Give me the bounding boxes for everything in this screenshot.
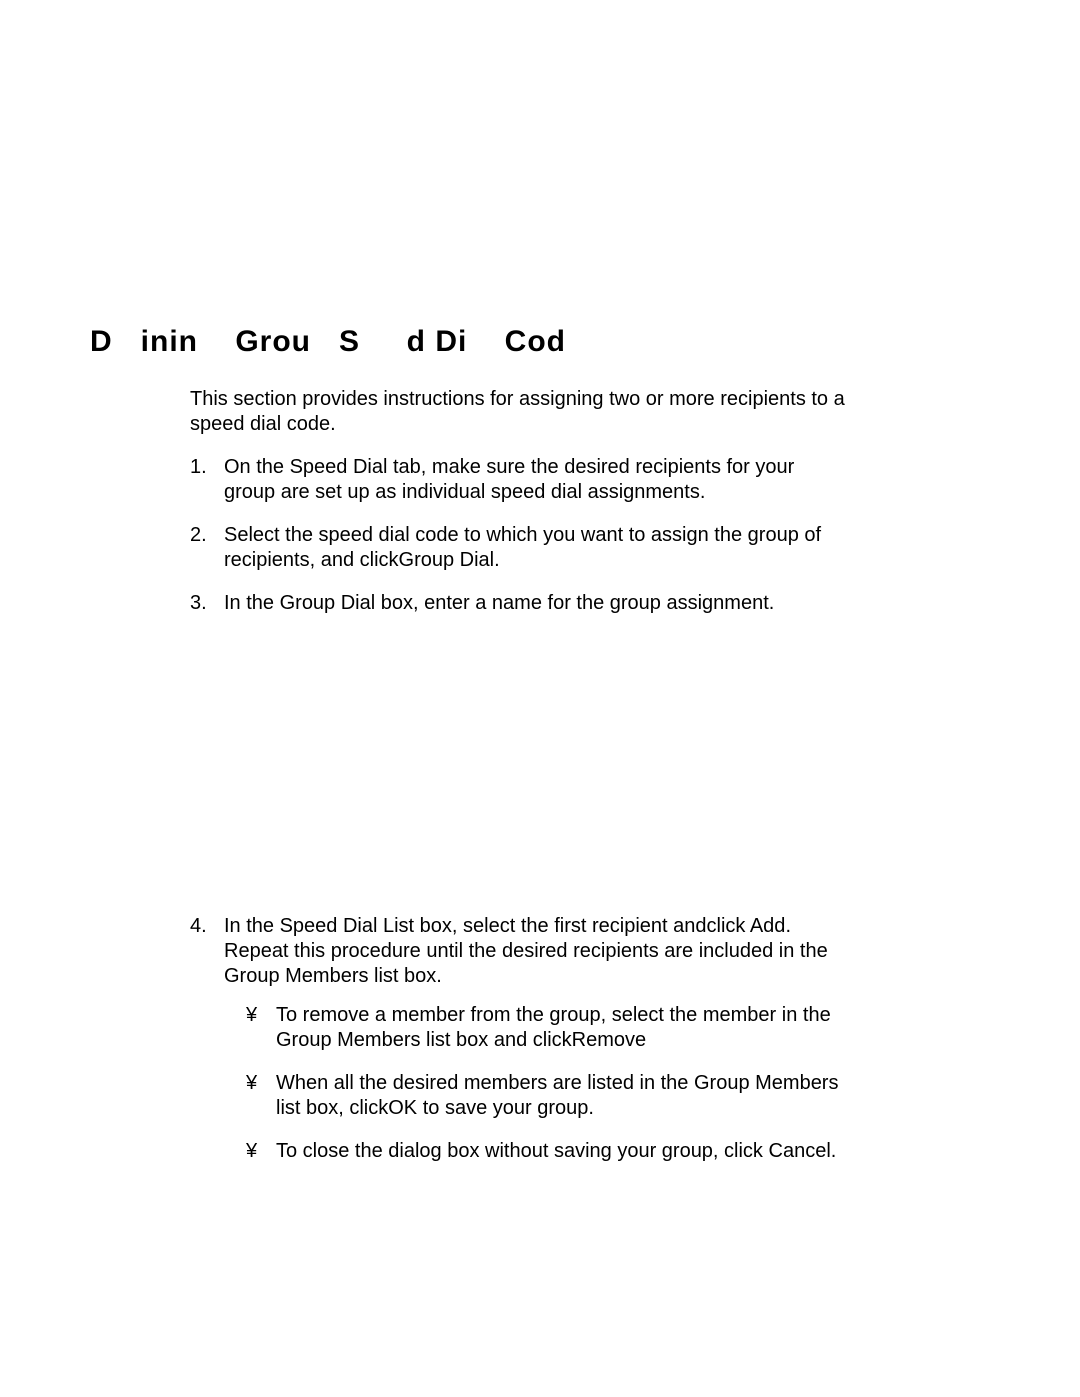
step-3: 3. In the Group Dial box, enter a name f… xyxy=(190,591,850,616)
step-number: 3. xyxy=(190,591,224,616)
figure-placeholder xyxy=(190,634,850,914)
step-text: In the Group Dial box, enter a name for … xyxy=(224,592,774,614)
bullet-text: click xyxy=(724,1140,768,1162)
step-body: In the Speed Dial List box, select the f… xyxy=(224,914,850,1182)
bullet-text: To remove a member from the group, selec… xyxy=(276,1004,836,1051)
bullet-item: ¥ To remove a member from the group, sel… xyxy=(246,1003,850,1053)
section-content: This section provides instructions for a… xyxy=(190,387,850,1182)
step-text: Select the speed dial code to which you … xyxy=(224,524,827,571)
sub-bullets: ¥ To remove a member from the group, sel… xyxy=(246,1003,850,1164)
step-number: 2. xyxy=(190,523,224,573)
step-body: On the Speed Dial tab, make sure the des… xyxy=(224,455,850,505)
ui-label-remove: Remove xyxy=(572,1029,646,1051)
bullet-body: When all the desired members are listed … xyxy=(276,1071,850,1121)
bullet-body: To remove a member from the group, selec… xyxy=(276,1003,850,1053)
bullet-text: to save your group. xyxy=(417,1097,594,1119)
step-number: 4. xyxy=(190,914,224,1182)
bullet-mark-icon: ¥ xyxy=(246,1139,276,1164)
bullet-body: To close the dialog box without saving y… xyxy=(276,1139,850,1164)
step-text: In the Speed Dial List box, select the f… xyxy=(224,915,707,937)
step-text: . xyxy=(494,549,500,571)
step-4: 4. In the Speed Dial List box, select th… xyxy=(190,914,850,1182)
intro-paragraph: This section provides instructions for a… xyxy=(190,387,850,437)
ui-label-ok: OK xyxy=(388,1097,417,1119)
page: D inin Grou S d Di Cod This section prov… xyxy=(0,0,1080,1397)
ui-label-cancel: Cancel xyxy=(769,1140,831,1162)
step-body: In the Group Dial box, enter a name for … xyxy=(224,591,850,616)
ui-label-group-dial: Group Dial xyxy=(399,549,495,571)
bullet-text: . xyxy=(831,1140,837,1162)
bullet-mark-icon: ¥ xyxy=(246,1003,276,1053)
step-text: click xyxy=(707,915,750,937)
step-1: 1. On the Speed Dial tab, make sure the … xyxy=(190,455,850,505)
step-number: 1. xyxy=(190,455,224,505)
ui-label-add: Add xyxy=(750,915,786,937)
section-heading: D inin Grou S d Di Cod xyxy=(90,325,990,359)
step-2: 2. Select the speed dial code to which y… xyxy=(190,523,850,573)
bullet-text: To close the dialog box without saving y… xyxy=(276,1140,724,1162)
bullet-item: ¥ To close the dialog box without saving… xyxy=(246,1139,850,1164)
step-body: Select the speed dial code to which you … xyxy=(224,523,850,573)
step-text: On the Speed Dial tab, make sure the des… xyxy=(224,456,800,503)
bullet-mark-icon: ¥ xyxy=(246,1071,276,1121)
bullet-item: ¥ When all the desired members are liste… xyxy=(246,1071,850,1121)
